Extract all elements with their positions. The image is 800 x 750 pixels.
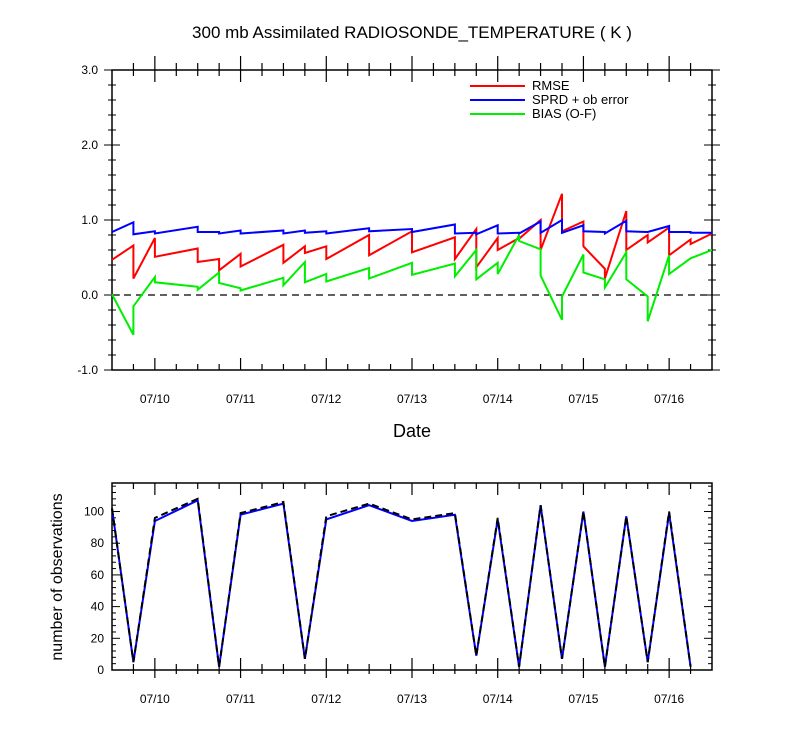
bottom-x-tick-label: 07/14 [483,692,513,706]
top-x-tick-label: 07/12 [311,392,341,406]
x-axis-title: Date [393,421,431,441]
bottom-y-tick-label: 80 [91,536,105,550]
bottom-y-tick-labels: 0 20 40 60 80 100 [84,505,104,677]
bottom-x-tick-label: 07/11 [226,692,255,706]
series-line-sprd-ob-error [111,218,712,236]
top-x-tick-label: 07/13 [397,392,427,406]
top-ticks [104,56,720,371]
bottom-ticks [112,483,712,678]
top-x-tick-label: 07/11 [226,392,255,406]
series-line-bias-o-f [111,234,713,336]
top-x-tick-label: 07/14 [483,392,513,406]
top-y-tick-label: 2.0 [81,138,98,152]
bottom-y-tick-label: 0 [97,663,104,677]
bottom-x-tick-label: 07/15 [568,692,598,706]
bottom-x-tick-label: 07/10 [140,692,170,706]
top-x-tick-labels: 07/10 07/11 07/12 07/13 07/14 07/15 07/16 [140,392,685,406]
bottom-y-tick-label: 40 [91,600,105,614]
top-y-tick-label: 3.0 [81,63,98,77]
bottom-x-tick-label: 07/12 [311,692,341,706]
bottom-x-tick-label: 07/13 [397,692,427,706]
top-x-tick-label: 07/10 [140,392,170,406]
bottom-y-tick-label: 100 [84,505,104,519]
top-x-tick-label: 07/16 [654,392,684,406]
top-x-tick-label: 07/15 [568,392,598,406]
bottom-series [111,497,692,667]
bottom-x-tick-labels: 07/10 07/11 07/12 07/13 07/14 07/15 07/16 [140,692,685,706]
bottom-y-tick-label: 60 [91,568,105,582]
bottom-y-tick-label: 20 [91,631,105,645]
series-line-assimilated [111,498,692,667]
legend-label-rmse: RMSE [532,78,570,93]
top-series [111,193,713,336]
bottom-plot-frame [111,482,713,671]
top-plot-frame [111,69,713,371]
bottom-chart: 07/10 07/11 07/12 07/13 07/14 07/15 07/16 0 20 4… [49,482,713,706]
chart-title: 300 mb Assimilated RADIOSONDE_TEMPERATUR… [192,23,632,42]
series-line-possible [111,497,692,667]
legend-label-bias-o-f: BIAS (O-F) [532,106,596,121]
top-y-tick-label: 1.0 [81,213,98,227]
top-chart: 07/10 07/11 07/12 07/13 07/14 07/15 07/16 -1.0… [77,56,720,441]
y-axis-title-observations: number of observations [49,493,66,660]
bottom-x-tick-label: 07/16 [654,692,684,706]
top-y-tick-labels: -1.0 0.0 1.0 2.0 3.0 [77,63,98,377]
top-y-tick-label: 0.0 [81,288,98,302]
legend-label-sprd-ob-error: SPRD + ob error [532,92,629,107]
top-y-tick-label: -1.0 [77,363,98,377]
